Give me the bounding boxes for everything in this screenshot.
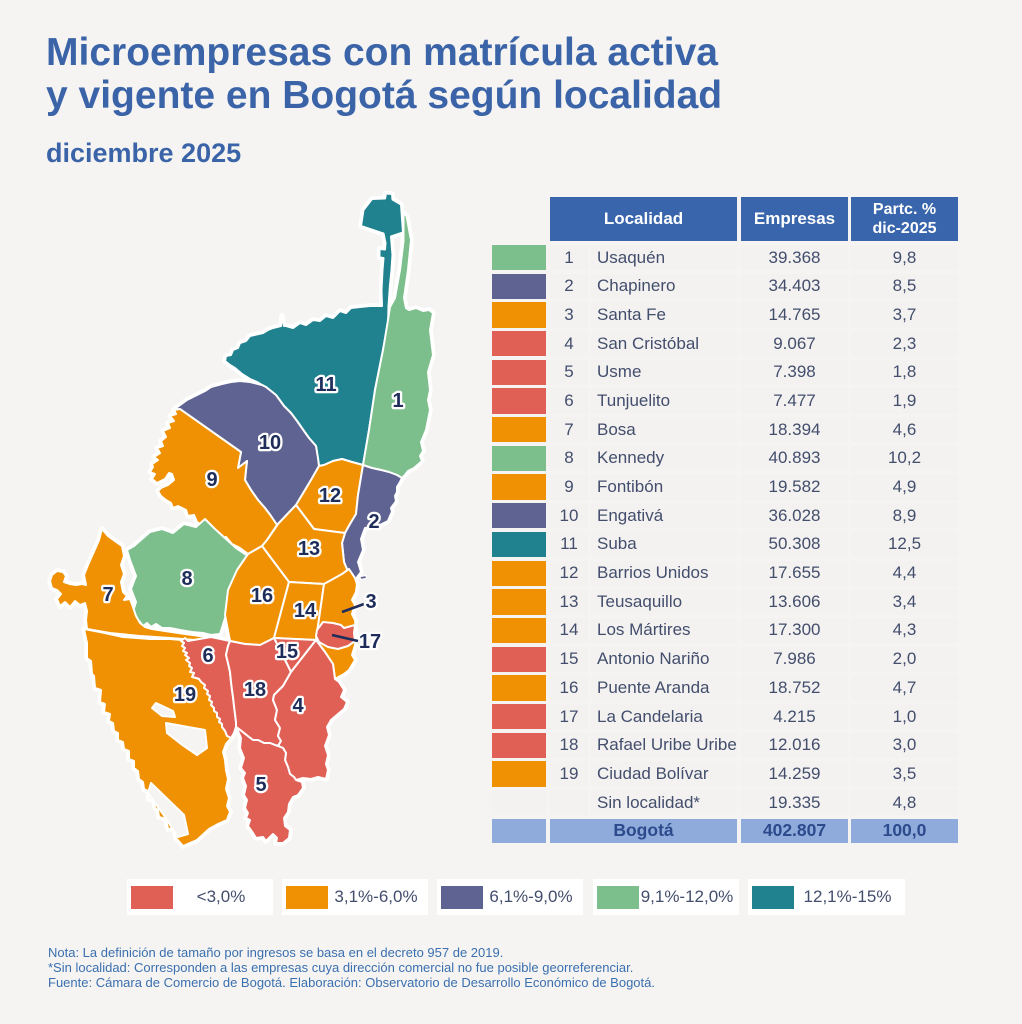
svg-text:19: 19 (174, 684, 196, 706)
svg-text:12: 12 (319, 485, 341, 507)
svg-text:7: 7 (102, 584, 113, 606)
svg-text:5: 5 (255, 774, 266, 796)
svg-text:13: 13 (298, 538, 320, 560)
svg-text:16: 16 (251, 585, 273, 607)
svg-text:11: 11 (315, 374, 336, 396)
svg-text:18: 18 (244, 679, 266, 701)
svg-text:14: 14 (294, 600, 317, 622)
svg-text:15: 15 (276, 641, 298, 663)
svg-text:4: 4 (292, 695, 304, 717)
svg-text:1: 1 (392, 390, 403, 412)
svg-text:2: 2 (368, 511, 379, 533)
svg-text:10: 10 (259, 432, 281, 454)
svg-text:3: 3 (365, 591, 376, 613)
svg-text:9: 9 (206, 469, 217, 491)
svg-text:8: 8 (181, 568, 192, 590)
svg-text:17: 17 (359, 631, 381, 653)
svg-text:6: 6 (202, 645, 213, 667)
